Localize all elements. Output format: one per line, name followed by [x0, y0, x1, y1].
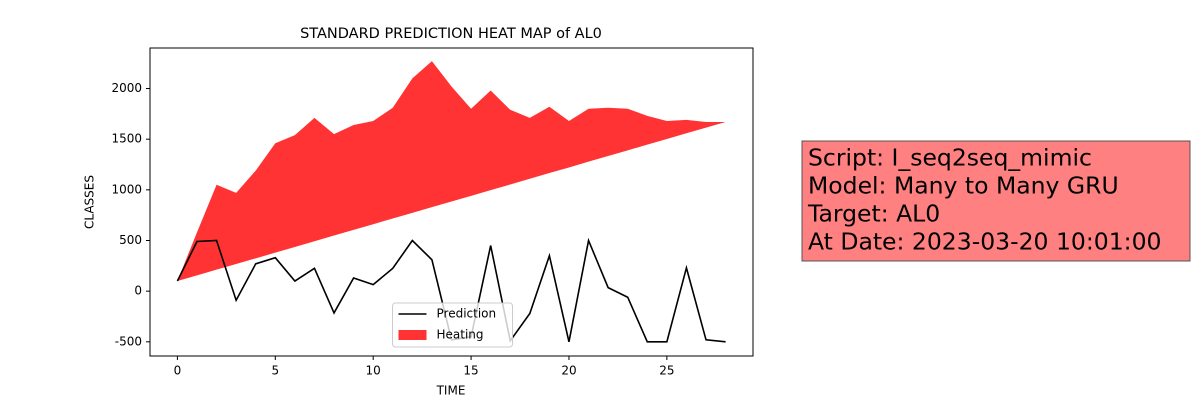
heating-area: [177, 61, 726, 282]
annotation-line: At Date: 2023-03-20 10:01:00: [808, 228, 1162, 256]
x-tick-label: 5: [271, 364, 279, 378]
chart-title: STANDARD PREDICTION HEAT MAP of AL0: [300, 26, 602, 42]
annotation-line: Model: Many to Many GRU: [808, 172, 1119, 200]
y-tick-label: 0: [134, 284, 142, 298]
legend-label: Heating: [437, 328, 484, 342]
x-tick-label: 25: [659, 364, 674, 378]
y-tick-label: 2000: [111, 81, 142, 95]
x-tick-label: 15: [463, 364, 478, 378]
legend-label: Prediction: [437, 307, 497, 321]
y-tick-label: 1500: [111, 132, 142, 146]
y-tick-label: 500: [119, 233, 142, 247]
x-tick-label: 10: [366, 364, 381, 378]
x-tick-label: 20: [561, 364, 576, 378]
plot-frame: [149, 47, 754, 357]
y-axis-label: CLASSES: [83, 175, 97, 229]
x-tick-label: 0: [174, 364, 182, 378]
y-tick-label: 1000: [111, 182, 142, 196]
x-axis-label: TIME: [436, 384, 466, 398]
legend-swatch: [398, 330, 427, 340]
y-tick-label: -500: [115, 334, 142, 348]
annotation-box: [801, 140, 1191, 262]
annotation-line: Target: AL0: [807, 200, 940, 228]
annotation-line: Script: I_seq2seq_mimic: [808, 144, 1092, 172]
